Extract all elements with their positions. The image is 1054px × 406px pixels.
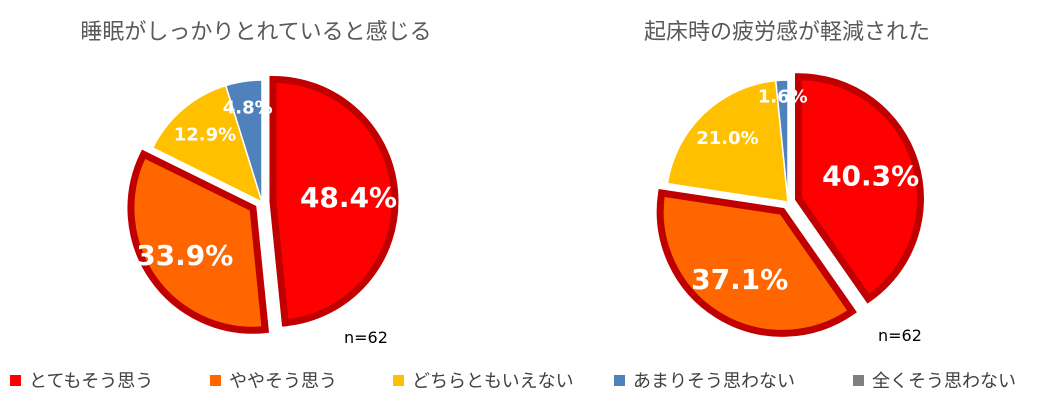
chart2-title: 起床時の疲労感が軽減された (643, 20, 931, 45)
pie-slice-somewhat (656, 189, 857, 337)
legend-swatch (210, 374, 221, 386)
pie-label-somewhat: 33.9% (136, 239, 233, 272)
chart2-sample-size: n=62 (878, 326, 922, 345)
legend-swatch (853, 374, 864, 386)
legend-item-very-much: とてもそう思う (10, 366, 153, 394)
legend: とてもそう思う ややそう思う どちらともいえない あまりそう思わない 全くそう思… (10, 366, 1050, 394)
legend-swatch (10, 374, 21, 386)
pie-slice-very-much (794, 73, 924, 304)
legend-swatch (393, 374, 404, 386)
pie-label-neutral: 21.0% (696, 128, 758, 149)
legend-item-somewhat: ややそう思う (210, 366, 337, 394)
pie-label-not-much: 1.6% (758, 87, 808, 108)
pie-label-very-much: 48.4% (300, 181, 397, 214)
pie-label-somewhat: 37.1% (691, 263, 788, 296)
pie-label-very-much: 40.3% (822, 160, 919, 193)
legend-label: どちらともいえない (412, 371, 574, 392)
legend-item-not-much: あまりそう思わない (614, 366, 795, 394)
legend-label: ややそう思う (229, 371, 337, 392)
legend-swatch (614, 374, 625, 386)
pie-slice-not-much (224, 79, 263, 203)
pie-label-not-much: 4.8% (223, 97, 273, 118)
pie-slice-very-much (269, 75, 399, 327)
legend-label: 全くそう思わない (872, 371, 1016, 392)
legend-label: あまりそう思わない (633, 371, 795, 392)
pie-slice-not-much (774, 79, 789, 203)
pie-label-neutral: 12.9% (174, 125, 236, 146)
pie-slice-somewhat (127, 149, 270, 334)
legend-item-neutral: どちらともいえない (393, 366, 574, 394)
legend-item-not-at-all: 全くそう思わない (853, 366, 1016, 394)
chart1-title: 睡眠がしっかりとれていると感じる (80, 20, 432, 45)
chart1-sample-size: n=62 (344, 328, 388, 347)
pie-slice-neutral (666, 79, 789, 203)
legend-label: とてもそう思う (29, 371, 154, 392)
